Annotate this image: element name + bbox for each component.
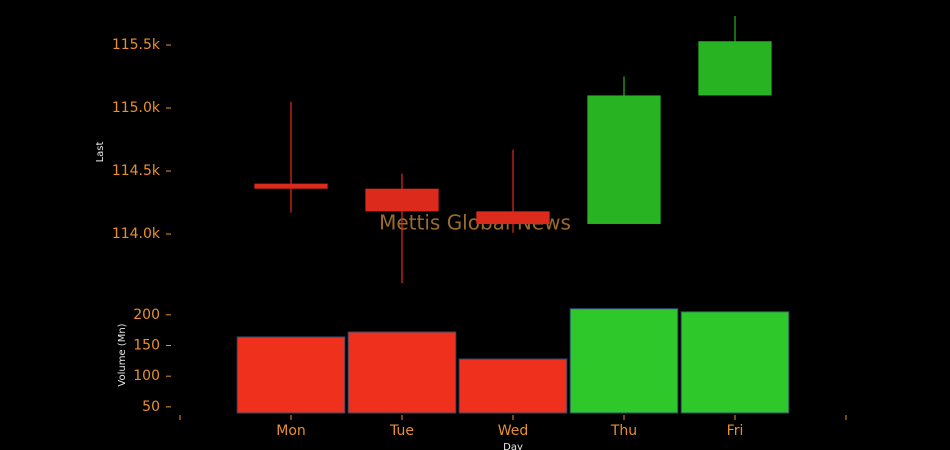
volume-bar bbox=[347, 331, 457, 414]
candle-body bbox=[698, 41, 772, 96]
y-tick-label: 115.0k bbox=[112, 100, 161, 116]
volume-tick-label: 150 bbox=[133, 338, 160, 354]
x-tick-label: Mon bbox=[276, 423, 306, 439]
candle-body bbox=[365, 188, 439, 212]
volume-bar bbox=[680, 311, 790, 414]
volume-tick-label: 100 bbox=[133, 368, 160, 384]
y-tick-label: 115.5k bbox=[112, 37, 161, 53]
y-tick-label: 114.5k bbox=[112, 163, 161, 179]
candle-body bbox=[587, 95, 661, 224]
volume-tick-label: 200 bbox=[133, 307, 160, 323]
y-axis-label: Last bbox=[95, 142, 106, 163]
x-tick-label: Fri bbox=[727, 423, 744, 439]
x-tick-label: Thu bbox=[610, 423, 637, 439]
x-tick-label: Tue bbox=[389, 423, 414, 439]
x-axis-label: Day bbox=[503, 442, 523, 450]
candle-body bbox=[476, 211, 550, 224]
volume-tick-label: 50 bbox=[142, 399, 160, 415]
x-tick-label: Wed bbox=[498, 423, 529, 439]
volume-bar bbox=[236, 336, 346, 414]
candle-body bbox=[254, 183, 328, 189]
y-tick-label: 114.0k bbox=[112, 226, 161, 242]
volume-bar bbox=[569, 308, 679, 414]
volume-bar bbox=[458, 358, 568, 414]
volume-axis-label: Volume (Mn) bbox=[117, 323, 128, 386]
